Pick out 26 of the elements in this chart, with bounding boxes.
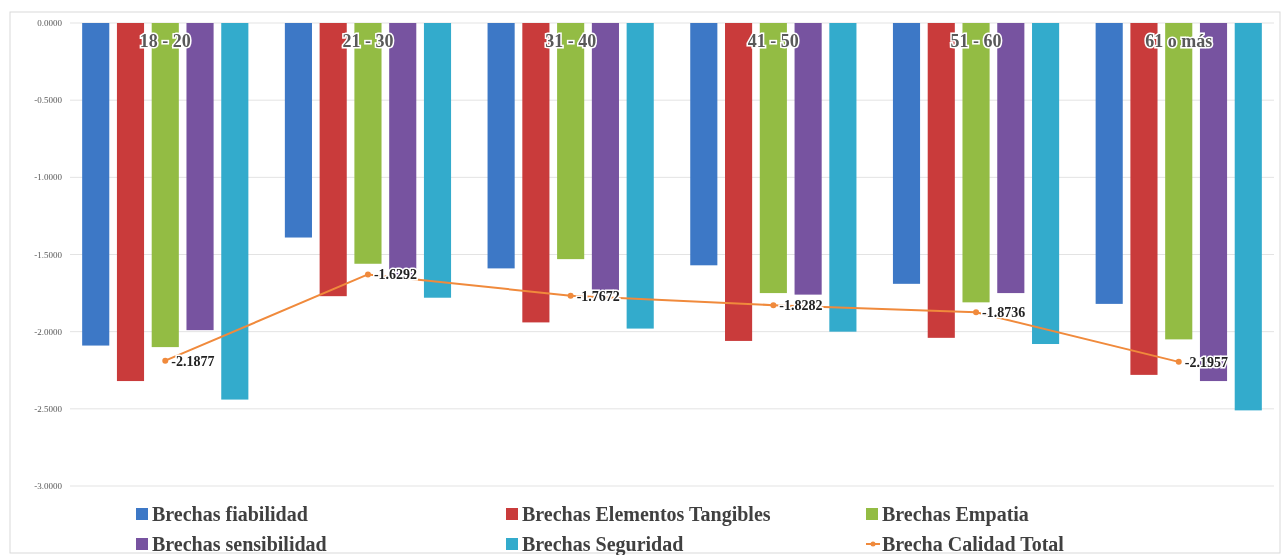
data-label: -2.1877 [171,353,215,369]
point [567,292,574,299]
legend-label: Brecha Calidad Total [882,533,1065,555]
y-tick-label: -1.5000 [34,249,63,260]
x-tick-label: 41 - 50 [747,31,799,51]
data-label: -1.8736 [982,305,1026,321]
legend-label: Brechas fiabilidad [152,503,308,525]
x-tick-label: 31 - 40 [545,31,597,51]
y-tick-label: -0.5000 [34,95,63,106]
point [1175,358,1182,365]
y-tick-label: -3.0000 [34,481,63,492]
legend-label: Brechas Seguridad [522,533,684,555]
point [973,309,980,316]
y-tick-label: 0.0000 [37,18,63,29]
point [162,357,169,364]
x-tick-label: 51 - 60 [950,31,1002,51]
y-tick-label: -2.5000 [34,403,63,414]
y-tick-label: -2.0000 [34,326,63,337]
point [364,271,371,278]
y-tick-label: -1.0000 [34,172,63,183]
x-tick-label: 18 - 20 [139,31,191,51]
point [770,302,777,309]
legend-label: Brechas Empatia [882,503,1029,526]
legend-label: Brechas sensibilidad [152,533,327,555]
legend-label: Brechas Elementos Tangibles [522,503,771,526]
x-tick-label: 21 - 30 [342,31,394,51]
